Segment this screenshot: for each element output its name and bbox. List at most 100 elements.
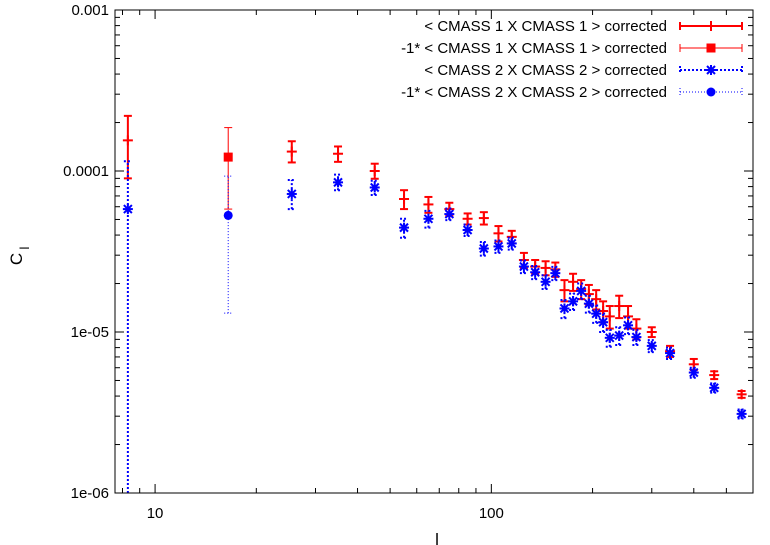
data-point [223,210,233,220]
data-point [568,276,579,287]
data-point [518,261,529,272]
point-stroke [598,317,608,327]
data-point [688,367,699,378]
data-point [286,188,297,199]
point-stroke [605,333,615,343]
data-point [462,213,473,224]
error-bar [224,127,233,210]
data-point [736,408,747,419]
data-point [399,194,410,205]
plot-area [122,114,747,493]
y-tick-label: 0.001 [71,2,109,19]
point-stroke [399,222,409,233]
error-bar [224,175,233,314]
point-stroke [444,209,455,219]
error-bar [370,179,379,196]
legend-entry: -1* < CMASS 2 X CMASS 2 > corrected [401,84,743,101]
point-stroke [576,286,586,296]
data-point [462,225,473,236]
point-stroke [519,261,529,272]
point-stroke [370,182,380,193]
error-bar [551,265,560,282]
point-stroke [559,303,570,314]
data-point [399,222,410,233]
data-point [286,146,297,157]
data-point [550,268,561,279]
data-point [631,332,642,343]
point-stroke [462,225,473,235]
data-point [423,199,434,210]
series-2 [223,127,233,210]
data-point [444,209,455,220]
x-tick-label: 10 [147,505,164,522]
data-point [369,182,380,193]
data-point [665,348,676,359]
data-point [598,317,609,328]
data-point [604,332,615,343]
data-point [122,204,133,215]
data-point [423,213,434,224]
legend-entry: -1* < CMASS 1 X CMASS 1 > corrected [401,40,743,57]
data-point [604,311,615,322]
point-stroke [623,320,633,331]
point-stroke [333,177,343,188]
legend-label: < CMASS 2 X CMASS 2 > corrected [424,62,667,79]
legend-entry: < CMASS 2 X CMASS 2 > corrected [424,62,743,79]
point-stroke [540,277,551,287]
point-stroke [479,243,489,254]
data-point [646,327,657,337]
series-4 [223,175,233,314]
point-stroke [550,268,561,278]
data-point [646,340,657,351]
data-point [706,43,716,53]
y-tick-label: 1e-05 [71,324,109,341]
legend-entry: < CMASS 1 X CMASS 1 > corrected [424,18,743,35]
data-point [493,241,504,252]
data-point [333,148,344,159]
point-stroke [568,296,578,307]
point-stroke [736,409,747,419]
point-stroke [647,341,657,351]
point-stroke [631,332,642,342]
data-point [559,303,570,314]
data-point [478,243,489,254]
data-point [709,382,720,393]
error-bar [541,274,550,290]
data-point [540,276,551,287]
y-tick-label: 1e-06 [71,485,109,502]
data-point [530,267,541,278]
plot-frame [114,9,754,494]
data-point [583,298,594,309]
data-point [568,296,579,307]
data-point [540,262,551,273]
y-axis-label-subscript: l [17,246,32,249]
error-bar [334,173,343,192]
x-axis-label: l [435,530,439,545]
error-bar [287,178,296,211]
y-axis-label-group: C l [7,246,32,265]
data-point [223,152,233,162]
data-point [591,294,602,305]
point-stroke [614,330,624,341]
point-stroke [665,348,675,358]
data-point [623,320,634,331]
y-tick-label: 0.0001 [63,163,109,180]
legend-label: -1* < CMASS 1 X CMASS 1 > corrected [401,40,667,57]
data-point [369,166,380,176]
point-stroke [123,204,133,214]
point-stroke [530,267,540,277]
data-point [493,228,504,239]
point-stroke [287,189,297,199]
point-stroke [493,241,504,252]
legend-label: -1* < CMASS 2 X CMASS 2 > corrected [401,84,667,101]
data-point [333,177,344,188]
point-stroke [709,383,719,393]
point-stroke [591,308,601,319]
error-bar [494,239,503,254]
series-3 [122,160,747,493]
point-stroke [507,238,517,249]
series-1 [122,114,747,400]
tick-labels: 1e-06 1e-05 0.0001 0.001 10 100 [63,2,504,522]
data-point [478,213,489,224]
